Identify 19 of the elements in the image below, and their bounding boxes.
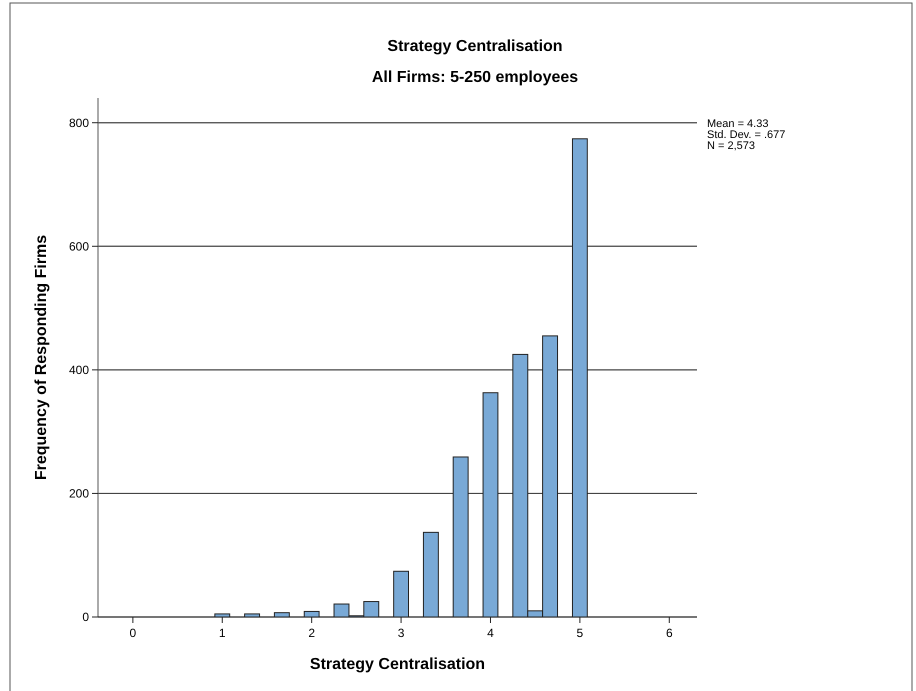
x-tick-label: 5 xyxy=(576,626,584,640)
text: Std. Dev. = .677 xyxy=(707,129,786,141)
y-axis-title: Frequency of Responding Firms xyxy=(33,234,50,480)
x-tick-label: 0 xyxy=(130,626,137,640)
chart-title: Strategy Centralisation xyxy=(387,38,563,55)
y-tick-label: 200 xyxy=(68,486,90,501)
x-tick-label: 2 xyxy=(308,626,316,640)
x-tick-label: 3 xyxy=(398,626,405,640)
y-tick-label: 400 xyxy=(68,363,90,378)
x-tick-label: 4 xyxy=(487,626,494,640)
y-tick-label: 0 xyxy=(82,610,90,624)
y-tick-label: 800 xyxy=(68,116,90,130)
x-axis-title: Strategy Centralisation xyxy=(310,656,486,673)
x-tick-label: 1 xyxy=(218,626,226,640)
text: Mean = 4.33 xyxy=(707,118,768,130)
y-tick-label: 600 xyxy=(68,239,90,254)
x-tick-label: 6 xyxy=(666,626,673,640)
chart-subtitle: All Firms: 5-250 employees xyxy=(372,69,578,86)
text: N = 2,573 xyxy=(707,140,756,152)
